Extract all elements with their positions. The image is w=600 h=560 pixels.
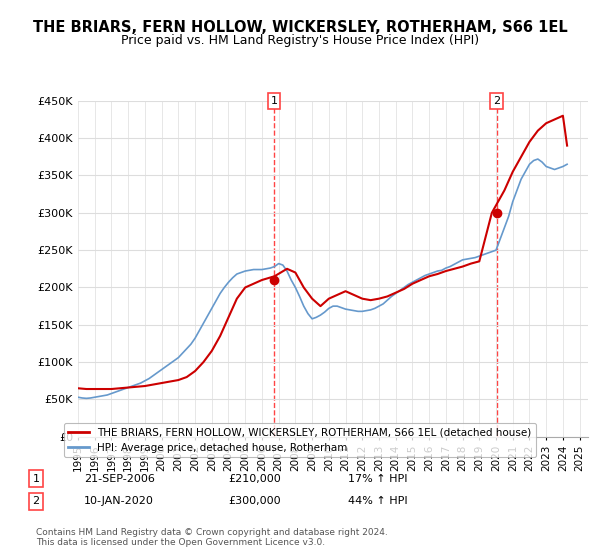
Text: £300,000: £300,000: [228, 496, 281, 506]
Text: 10-JAN-2020: 10-JAN-2020: [84, 496, 154, 506]
Text: Contains HM Land Registry data © Crown copyright and database right 2024.
This d: Contains HM Land Registry data © Crown c…: [36, 528, 388, 547]
Text: 44% ↑ HPI: 44% ↑ HPI: [348, 496, 407, 506]
Text: Price paid vs. HM Land Registry's House Price Index (HPI): Price paid vs. HM Land Registry's House …: [121, 34, 479, 46]
Text: 2: 2: [493, 96, 500, 106]
Text: 21-SEP-2006: 21-SEP-2006: [84, 474, 155, 484]
Text: 1: 1: [32, 474, 40, 484]
Text: 1: 1: [271, 96, 277, 106]
Text: 17% ↑ HPI: 17% ↑ HPI: [348, 474, 407, 484]
Text: £210,000: £210,000: [228, 474, 281, 484]
Legend: THE BRIARS, FERN HOLLOW, WICKERSLEY, ROTHERHAM, S66 1EL (detached house), HPI: A: THE BRIARS, FERN HOLLOW, WICKERSLEY, ROT…: [64, 423, 536, 457]
Text: THE BRIARS, FERN HOLLOW, WICKERSLEY, ROTHERHAM, S66 1EL: THE BRIARS, FERN HOLLOW, WICKERSLEY, ROT…: [32, 20, 568, 35]
Text: 2: 2: [32, 496, 40, 506]
